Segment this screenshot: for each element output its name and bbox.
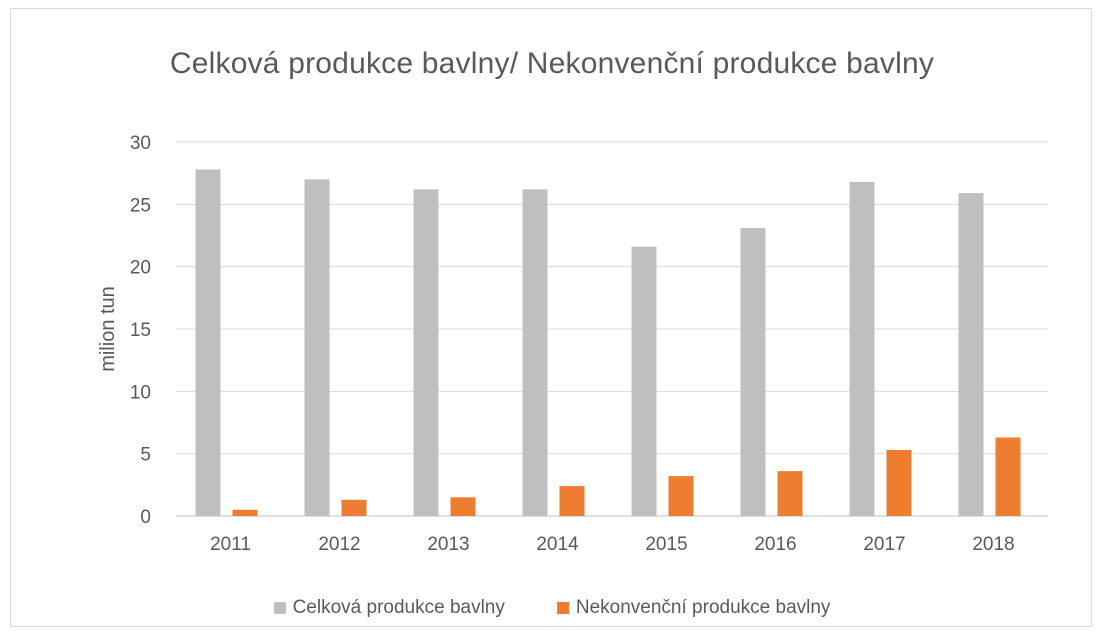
y-tick-label: 10 (130, 382, 151, 403)
legend-item: Nekonvenční produkce bavlny (556, 597, 831, 619)
chart-legend: Celková produkce bavlny Nekonvenční produ… (11, 597, 1093, 619)
y-tick-label: 20 (130, 258, 151, 279)
legend-swatch (273, 602, 286, 614)
chart-plot: 0 5 10 15 20 25 30 milion tun 2011 2012 2013 2014 20… (97, 133, 1048, 555)
x-tick-label: 2018 (972, 534, 1014, 555)
bar-total-2015 (631, 246, 657, 516)
x-tick-label: 2017 (863, 534, 905, 555)
bar-total-2011 (195, 169, 221, 516)
legend-label: Nekonvenční produkce bavlny (575, 597, 831, 618)
bar-total-2012 (304, 179, 330, 516)
bar-unconventional-2014 (559, 486, 585, 516)
bar-unconventional-2012 (341, 499, 367, 516)
x-tick-label: 2012 (318, 534, 360, 555)
bar-unconventional-2013 (450, 497, 476, 516)
legend-item: Celková produkce bavlny (273, 597, 505, 619)
bar-total-2014 (522, 189, 548, 516)
chart-title: Celková produkce bavlny/ Nekonvenční pro… (169, 47, 935, 80)
x-tick-label: 2014 (536, 534, 579, 555)
bar-unconventional-2017 (886, 449, 912, 516)
y-tick-label: 25 (130, 195, 151, 216)
bar-unconventional-2015 (668, 476, 694, 516)
bar-total-2018 (958, 193, 984, 516)
y-tick-label: 15 (130, 320, 151, 341)
x-tick-label: 2016 (754, 534, 796, 555)
y-tick-label: 5 (140, 445, 151, 466)
y-tick-label: 0 (140, 507, 151, 528)
bar-total-2016 (740, 228, 766, 516)
bar-total-2013 (413, 189, 439, 516)
legend-swatch (556, 602, 569, 614)
chart-frame: Celková produkce bavlny/ Nekonvenční pro… (10, 8, 1092, 627)
x-tick-label: 2011 (210, 534, 251, 555)
legend-label: Celková produkce bavlny (292, 597, 505, 618)
bar-total-2017 (849, 181, 875, 517)
x-tick-label: 2013 (427, 534, 469, 555)
bar-unconventional-2011 (232, 509, 258, 516)
bar-unconventional-2016 (777, 471, 803, 516)
x-tick-label: 2015 (645, 534, 687, 555)
y-tick-label: 30 (130, 133, 151, 154)
bar-unconventional-2018 (995, 437, 1021, 516)
y-axis-label: milion tun (97, 286, 119, 372)
